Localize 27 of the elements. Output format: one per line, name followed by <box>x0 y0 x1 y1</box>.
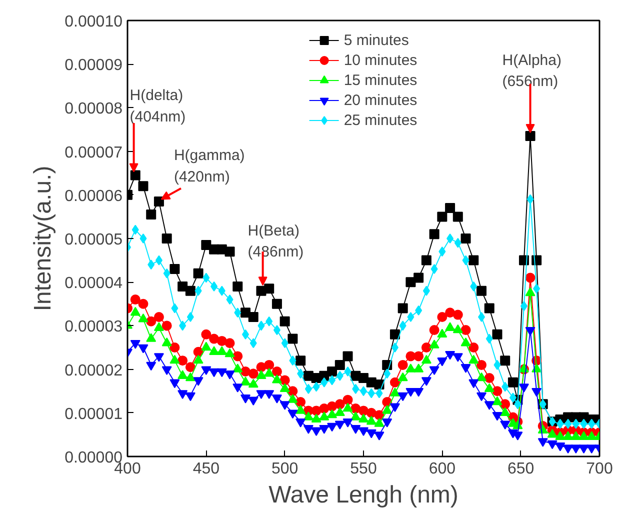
y-tick-label: 0.00006 <box>64 188 123 205</box>
x-tick-label: 500 <box>271 460 298 478</box>
legend-label: 15 minutes <box>344 71 418 89</box>
annotation: H(Alpha) (656nm) <box>502 52 562 90</box>
y-tick-label: 0.00002 <box>64 362 123 380</box>
legend-label: 20 minutes <box>344 91 418 109</box>
x-tick-label: 600 <box>428 460 456 478</box>
x-tick-label: 650 <box>507 460 534 478</box>
legend-label: 10 minutes <box>344 51 418 69</box>
annotation: H(gamma) (420nm) <box>174 147 245 186</box>
y-tick-label: 0.00008 <box>64 100 123 118</box>
legend-label: 5 minutes <box>344 31 409 49</box>
y-tick-label: 0.00009 <box>64 57 123 74</box>
x-tick-label: 700 <box>586 460 613 478</box>
y-tick-label: 0.00005 <box>64 232 123 248</box>
x-axis-title: Wave Lengh (nm) <box>268 482 458 508</box>
x-tick-label: 550 <box>350 460 377 478</box>
y-tick-label: 0.00001 <box>64 406 123 423</box>
y-tick-label: 0.00010 <box>64 14 123 30</box>
x-tick-label: 450 <box>192 460 220 478</box>
y-axis-title: Intensity(a.u.) <box>30 166 57 312</box>
y-tick-label: 0.00007 <box>64 144 123 162</box>
annotation: H(Beta) (486nm) <box>248 222 304 261</box>
annotation: H(delta) (404nm) <box>130 87 186 126</box>
y-tick-label: 0.00003 <box>64 318 123 336</box>
legend-label: 25 minutes <box>344 111 418 129</box>
y-tick-label: 0.00004 <box>64 275 123 292</box>
